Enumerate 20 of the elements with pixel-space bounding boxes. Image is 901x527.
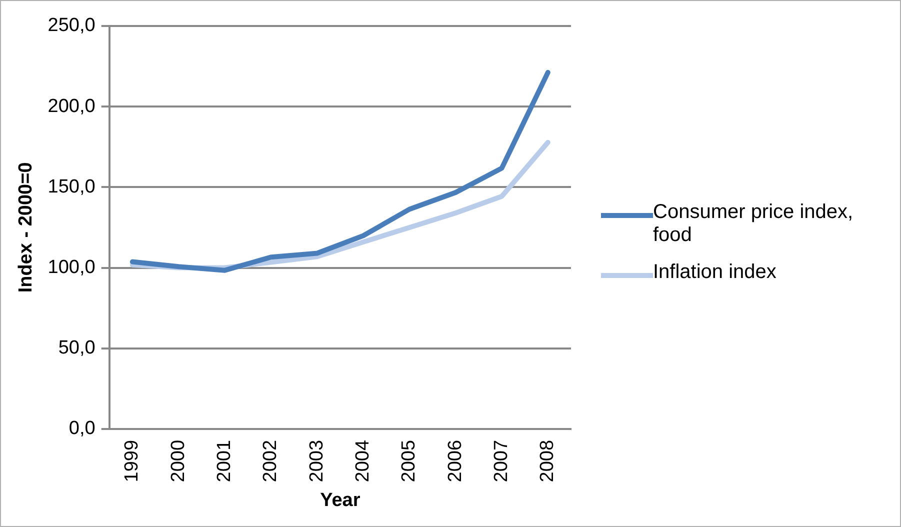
- y-tick-label: 50,0: [58, 338, 96, 359]
- legend-label: Consumer price index, food: [653, 201, 854, 247]
- x-tick-label: 2008: [537, 440, 558, 482]
- x-tick-label: 2007: [490, 440, 512, 482]
- y-tick-label: 200,0: [48, 96, 96, 117]
- x-tick-label: 1999: [122, 440, 143, 482]
- y-axis-title: Index - 2000=0: [16, 162, 37, 293]
- y-tick-label: 250,0: [48, 15, 96, 36]
- legend-label: Inflation index: [653, 261, 776, 284]
- x-tick-label: 2006: [444, 440, 466, 482]
- x-tick-label: 2002: [260, 440, 282, 482]
- x-tick-label: 2001: [214, 440, 235, 482]
- x-tick-label: 2000: [168, 440, 189, 482]
- x-tick-label: 2005: [398, 440, 420, 482]
- x-tick-label: 2003: [306, 440, 328, 482]
- x-tick-label: 2004: [352, 440, 374, 482]
- y-tick-label: 100,0: [48, 256, 96, 278]
- y-tick-label: 150,0: [48, 176, 96, 198]
- y-tick-label: 0,0: [68, 418, 96, 440]
- x-axis-title: Year: [320, 490, 361, 511]
